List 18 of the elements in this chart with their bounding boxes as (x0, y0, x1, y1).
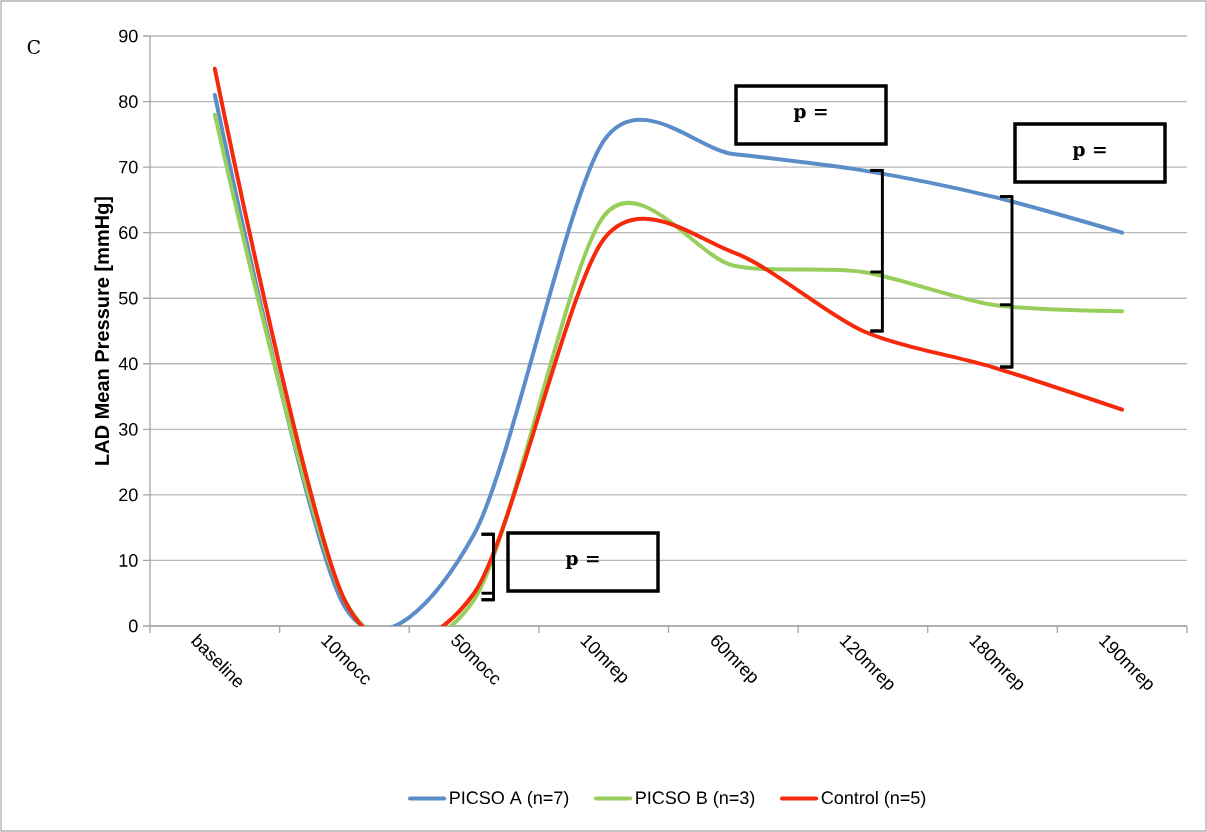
y-tick-label: 10 (119, 554, 138, 567)
y-tick-label: 0 (129, 619, 138, 633)
y-tick-label: 30 (118, 422, 138, 436)
y-tick-label: 40 (118, 357, 138, 371)
y-tick-label: 80 (119, 95, 138, 108)
y-tick-label: 70 (119, 160, 138, 174)
legend-label: PICSO B (n=3) (636, 790, 755, 808)
legend-label: Control (n=5) (821, 790, 926, 808)
annotation: p = (793, 108, 827, 122)
y-axis-title: LAD Mean Pressure [mmHg] (94, 197, 114, 465)
y-tick-label: 50 (118, 291, 138, 305)
annotation: p = (1072, 146, 1106, 160)
legend-label: PICSO A (n=7) (450, 790, 569, 808)
annotation: p = (565, 555, 599, 569)
y-tick-label: 90 (119, 29, 138, 43)
y-tick-label: 20 (119, 488, 138, 502)
text: C (27, 39, 40, 55)
y-tick-label: 60 (119, 226, 138, 240)
